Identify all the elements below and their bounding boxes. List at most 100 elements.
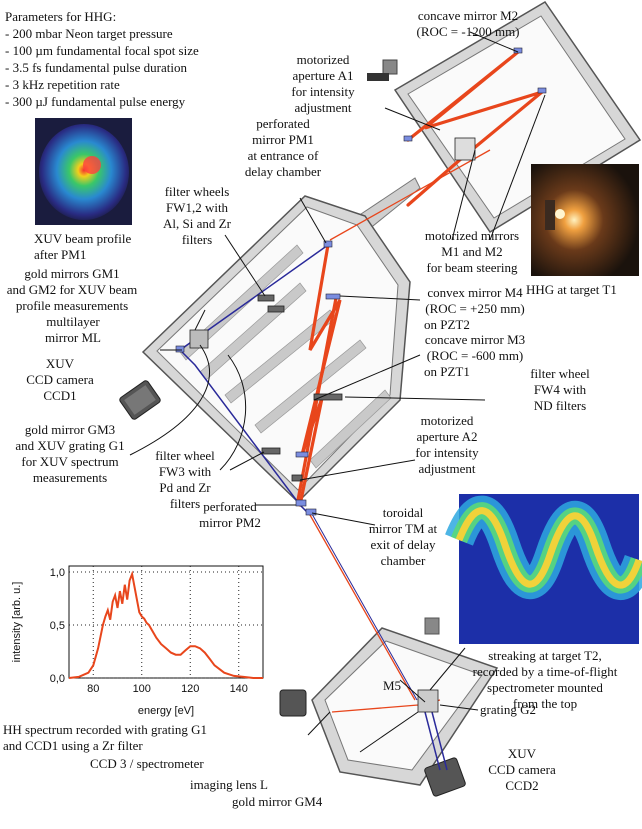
chart-x-ticks: 80 100 120 140 bbox=[87, 683, 248, 695]
label-ccd1: CCD camera bbox=[26, 372, 94, 387]
label-fw12: FW1,2 with bbox=[166, 200, 229, 215]
label-m4: convex mirror M4 bbox=[427, 285, 523, 300]
params-item: - 3 kHz repetition rate bbox=[5, 77, 120, 92]
label-tm: mirror TM at bbox=[369, 521, 438, 536]
label-a1: for intensity bbox=[291, 84, 355, 99]
parameter-list: Parameters for HHG: - 200 mbar Neon targ… bbox=[5, 9, 199, 109]
label-tm: exit of delay bbox=[371, 537, 436, 552]
bottom-xuv-path-2 bbox=[431, 711, 448, 771]
chart-series-line bbox=[68, 570, 263, 679]
xuv-beam-profile-image bbox=[35, 118, 132, 225]
label-a1: motorized bbox=[297, 52, 350, 67]
ccd3-camera bbox=[279, 689, 307, 717]
label-tm: chamber bbox=[381, 553, 426, 568]
ir-beam-transfer bbox=[329, 149, 491, 241]
label-m4: on PZT2 bbox=[424, 317, 470, 332]
label-a1: adjustment bbox=[294, 100, 351, 115]
label-pm1: mirror PM1 bbox=[252, 132, 314, 147]
label-fw12: filter wheels bbox=[165, 184, 230, 199]
label-hhg-t1: HHG at target T1 bbox=[526, 282, 617, 297]
chart-grid bbox=[69, 566, 263, 679]
label-pm2: mirror PM2 bbox=[199, 515, 261, 530]
label-fw12: Al, Si and Zr bbox=[163, 216, 232, 231]
chart-x-tick-label: 100 bbox=[133, 683, 151, 695]
ccd2-camera bbox=[424, 757, 466, 797]
label-fw3: filter wheel bbox=[155, 448, 215, 463]
label-hh-spectrum: HH spectrum recorded with grating G1 bbox=[3, 722, 207, 737]
label-ml: multilayer bbox=[46, 314, 100, 329]
label-pm2: perforated bbox=[203, 499, 257, 514]
label-pm1: perforated bbox=[256, 116, 310, 131]
bottom-xuv-path bbox=[424, 711, 441, 771]
label-gm4: gold mirror GM4 bbox=[232, 794, 323, 809]
filter-wheels bbox=[189, 137, 476, 713]
label-ccd2: XUV bbox=[508, 746, 537, 761]
label-gm12: profile measurements bbox=[16, 298, 128, 313]
label-a2: adjustment bbox=[418, 461, 475, 476]
label-gm3: gold mirror GM3 bbox=[25, 422, 115, 437]
label-g2: grating G2 bbox=[480, 702, 536, 717]
chart-x-tick-label: 120 bbox=[181, 683, 199, 695]
label-motorized-mirrors: motorized mirrors bbox=[425, 228, 519, 243]
label-gm12: gold mirrors GM1 bbox=[24, 266, 119, 281]
params-heading: Parameters for HHG: bbox=[5, 9, 116, 24]
label-a2: for intensity bbox=[415, 445, 479, 460]
xuv-beam-path bbox=[178, 244, 329, 516]
chart-x-tick-label: 80 bbox=[87, 683, 99, 695]
label-ccd1: XUV bbox=[46, 356, 75, 371]
chart-ylabel: intensity [arb. u.] bbox=[11, 582, 23, 663]
label-m2: concave mirror M2 bbox=[418, 8, 518, 23]
leader-lines bbox=[129, 31, 546, 753]
label-streaking: recorded by a time-of-flight bbox=[473, 664, 618, 679]
label-a2: motorized bbox=[421, 413, 474, 428]
label-m3: on PZT1 bbox=[424, 364, 470, 379]
label-hh-spectrum: and CCD1 using a Zr filter bbox=[3, 738, 143, 753]
params-item: - 300 µJ fundamental pulse energy bbox=[5, 94, 186, 109]
label-gm12: and GM2 for XUV beam bbox=[7, 282, 137, 297]
label-fw12: filters bbox=[182, 232, 212, 247]
chart-xlabel: energy [eV] bbox=[138, 705, 194, 717]
streaking-trace-image bbox=[445, 494, 642, 644]
hhg-target-photo bbox=[531, 164, 639, 276]
label-ccd2: CCD camera bbox=[488, 762, 556, 777]
label-fw4: ND filters bbox=[534, 398, 586, 413]
label-fw3: Pd and Zr bbox=[159, 480, 211, 495]
combined-beam bbox=[309, 514, 416, 701]
hhg-beam-path bbox=[406, 50, 544, 207]
label-m2: (ROC = -1200 mm) bbox=[416, 24, 519, 39]
chart-y-tick-label: 0,0 bbox=[50, 673, 65, 685]
label-fw4: FW4 with bbox=[534, 382, 587, 397]
label-xuv-profile: after PM1 bbox=[34, 247, 86, 262]
chart-x-tick-label: 140 bbox=[230, 683, 248, 695]
label-ccd1: CCD1 bbox=[43, 388, 76, 403]
label-fw3: FW3 with bbox=[159, 464, 212, 479]
ccd1-camera bbox=[119, 380, 161, 420]
label-xuv-profile: XUV beam profile bbox=[34, 231, 131, 246]
label-fw4: filter wheel bbox=[530, 366, 590, 381]
label-gm3: and XUV grating G1 bbox=[15, 438, 124, 453]
label-motorized-mirrors: for beam steering bbox=[427, 260, 518, 275]
label-m3: (ROC = -600 mm) bbox=[427, 348, 524, 363]
label-pm1: at entrance of bbox=[248, 148, 319, 163]
label-gm3: for XUV spectrum bbox=[21, 454, 118, 469]
params-item: - 200 mbar Neon target pressure bbox=[5, 26, 173, 41]
label-a1: aperture A1 bbox=[292, 68, 353, 83]
label-ml: mirror ML bbox=[45, 330, 101, 345]
params-item: - 100 µm fundamental focal spot size bbox=[5, 43, 199, 58]
label-motorized-mirrors: M1 and M2 bbox=[441, 244, 502, 259]
label-ccd2: CCD2 bbox=[505, 778, 538, 793]
label-streaking: spectrometer mounted bbox=[487, 680, 603, 695]
label-m4: (ROC = +250 mm) bbox=[425, 301, 525, 316]
label-tm: toroidal bbox=[383, 505, 424, 520]
label-fw3: filters bbox=[170, 496, 200, 511]
params-item: - 3.5 fs fundamental pulse duration bbox=[5, 60, 187, 75]
label-streaking: from the top bbox=[513, 696, 577, 711]
combined-beam-xuv bbox=[311, 513, 418, 701]
chart-y-tick-label: 0,5 bbox=[50, 620, 65, 632]
chart-y-tick-label: 1,0 bbox=[50, 567, 65, 579]
hh-spectrum-chart: 80 100 120 140 0,0 0,5 1,0 energy [eV] intens… bbox=[11, 565, 264, 717]
label-m3: concave mirror M3 bbox=[425, 332, 525, 347]
label-m5: M5 bbox=[383, 678, 401, 693]
label-streaking: streaking at target T2, bbox=[488, 648, 602, 663]
